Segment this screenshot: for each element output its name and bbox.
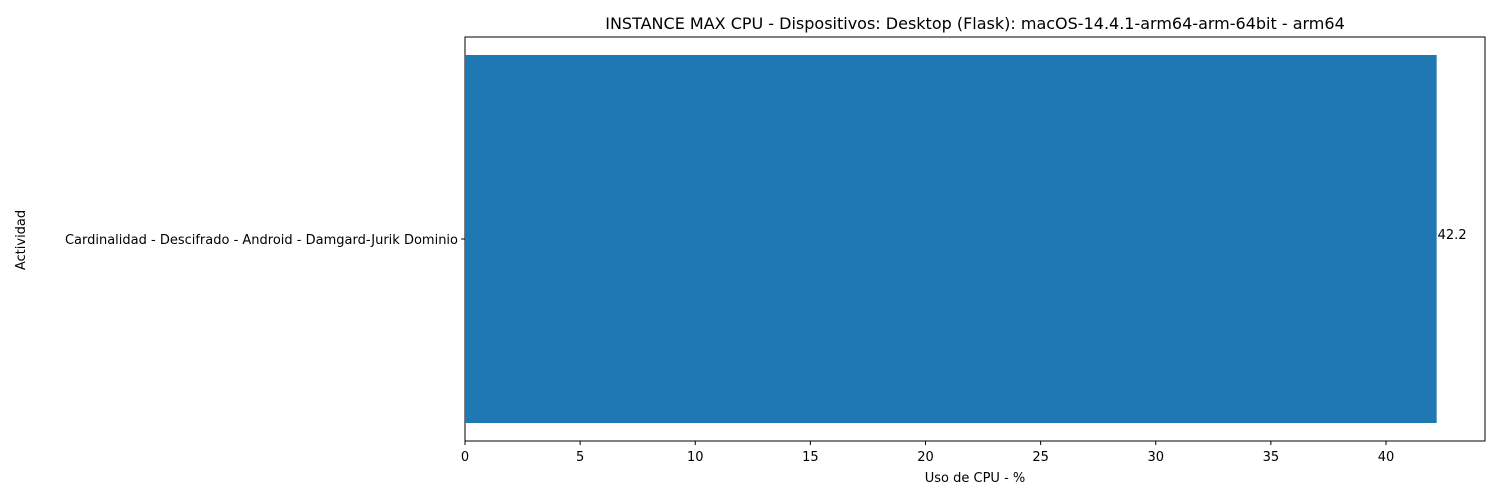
- x-tick-label: 25: [1032, 450, 1049, 465]
- bar-value-label: 42.2: [1438, 228, 1467, 243]
- x-tick-label: 20: [917, 450, 934, 465]
- x-tick-label: 5: [576, 450, 584, 465]
- bars-group: 42.2: [465, 55, 1467, 423]
- y-axis-label: Actividad: [14, 210, 29, 270]
- y-axis-ticks: Cardinalidad - Descifrado - Android - Da…: [65, 233, 465, 248]
- x-tick-label: 0: [461, 450, 469, 465]
- y-tick-label: Cardinalidad - Descifrado - Android - Da…: [65, 233, 458, 248]
- x-tick-label: 40: [1378, 450, 1395, 465]
- x-axis-label: Uso de CPU - %: [925, 471, 1026, 486]
- x-tick-label: 35: [1263, 450, 1280, 465]
- x-tick-label: 30: [1147, 450, 1164, 465]
- x-axis-ticks: 0 5 10 15 20 25 30 35 40: [461, 441, 1394, 465]
- bar: [465, 55, 1437, 423]
- x-tick-label: 10: [687, 450, 704, 465]
- x-tick-label: 15: [802, 450, 819, 465]
- chart-title: INSTANCE MAX CPU - Dispositivos: Desktop…: [605, 14, 1345, 33]
